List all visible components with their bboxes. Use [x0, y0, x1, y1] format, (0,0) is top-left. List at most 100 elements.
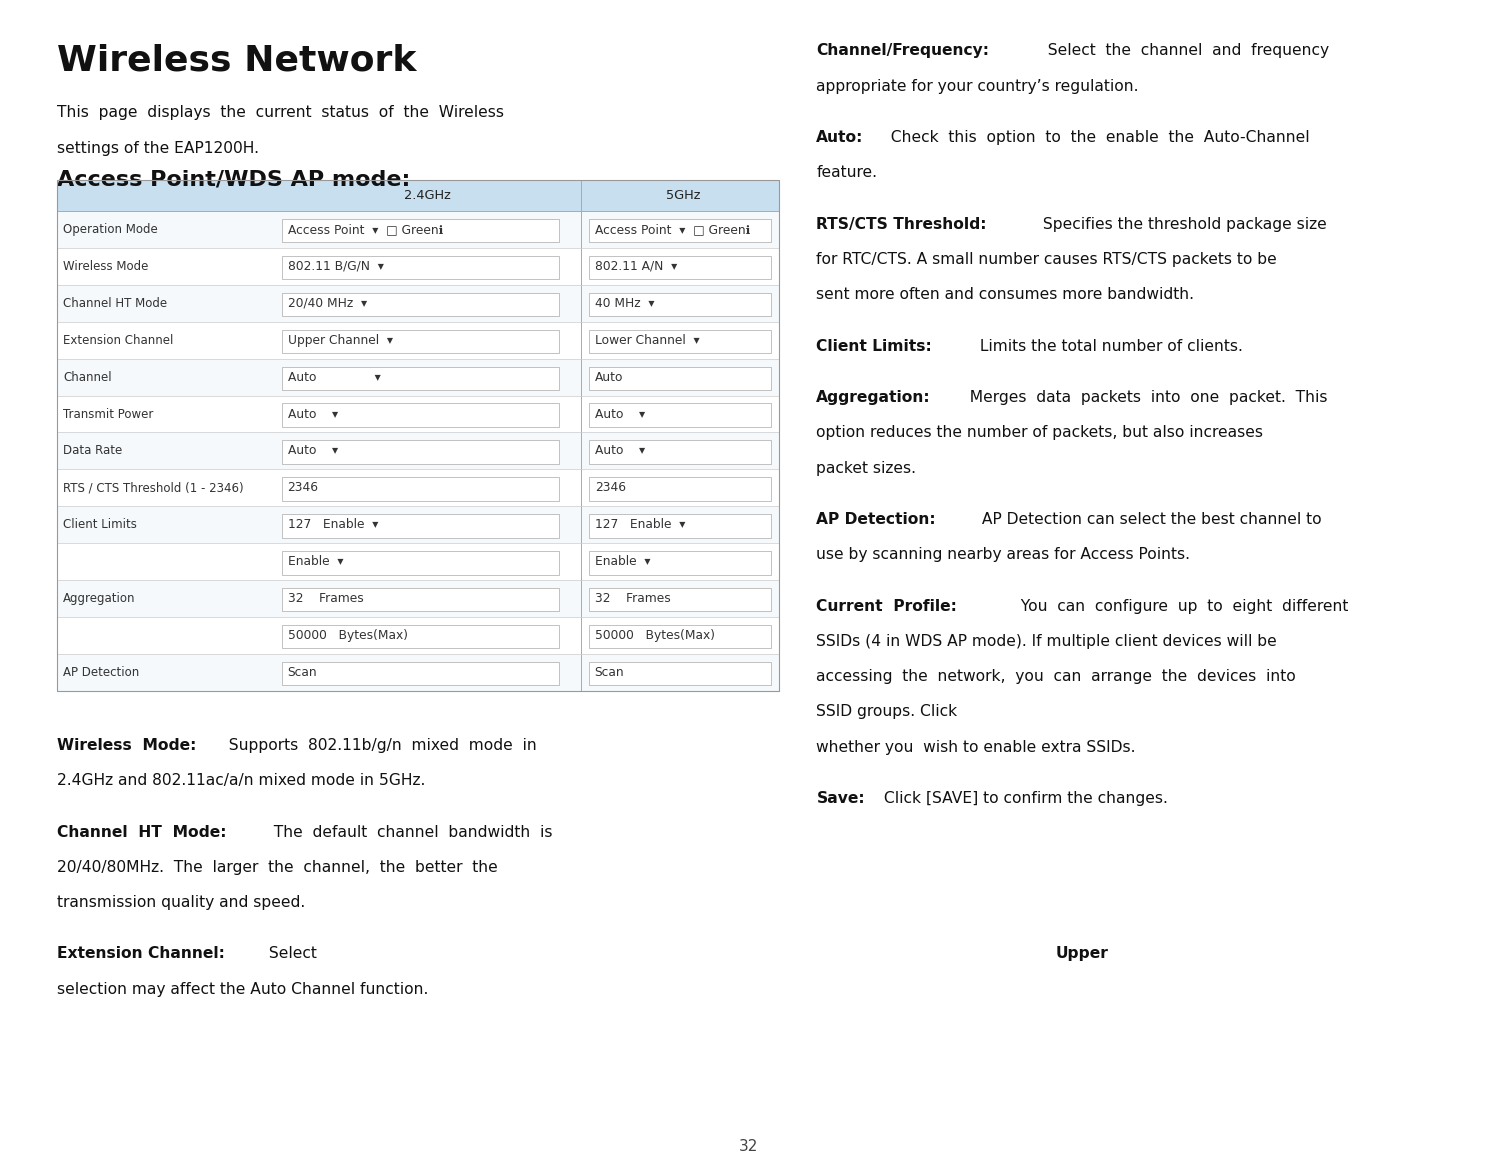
Text: Client Limits:: Client Limits: — [816, 339, 932, 354]
Bar — [57, 432, 779, 469]
Text: option reduces the number of packets, but also increases: option reduces the number of packets, bu… — [816, 425, 1263, 441]
Text: Enable  ▾: Enable ▾ — [288, 556, 343, 568]
Text: whether you  wish to enable extra SSIDs.: whether you wish to enable extra SSIDs. — [816, 740, 1135, 755]
Bar — [589, 293, 771, 316]
Bar — [589, 255, 771, 279]
Text: Wireless Network: Wireless Network — [57, 43, 416, 77]
Text: 50000   Bytes(Max): 50000 Bytes(Max) — [288, 629, 407, 642]
Bar — [57, 580, 779, 618]
Text: Save:: Save: — [816, 791, 864, 806]
Text: Wireless Mode: Wireless Mode — [63, 260, 148, 273]
Text: accessing  the  network,  you  can  arrange  the  devices  into: accessing the network, you can arrange t… — [816, 669, 1296, 684]
Bar — [282, 441, 559, 464]
Text: selection may affect the Auto Channel function.: selection may affect the Auto Channel fu… — [57, 982, 428, 996]
Text: 32    Frames: 32 Frames — [595, 592, 671, 605]
Text: AP Detection:: AP Detection: — [816, 512, 936, 527]
Text: Auto    ▾: Auto ▾ — [288, 408, 337, 421]
Text: Data Rate: Data Rate — [63, 444, 123, 457]
Bar — [57, 470, 779, 506]
Text: Access Point  ▾  □ Greenℹ: Access Point ▾ □ Greenℹ — [288, 223, 443, 236]
Bar — [282, 329, 559, 353]
Text: 5GHz: 5GHz — [667, 189, 700, 203]
Bar — [282, 403, 559, 427]
Bar — [589, 367, 771, 390]
Text: SSID groups. Click: SSID groups. Click — [816, 704, 962, 720]
Text: Auto    ▾: Auto ▾ — [595, 408, 644, 421]
Text: 32    Frames: 32 Frames — [288, 592, 364, 605]
Text: 20/40 MHz  ▾: 20/40 MHz ▾ — [288, 297, 367, 309]
Bar — [589, 551, 771, 574]
Text: Current  Profile:: Current Profile: — [816, 599, 957, 614]
Text: 50000   Bytes(Max): 50000 Bytes(Max) — [595, 629, 715, 642]
Bar — [589, 625, 771, 648]
Text: Specifies the threshold package size: Specifies the threshold package size — [1038, 217, 1327, 232]
Text: Extension Channel: Extension Channel — [63, 334, 174, 347]
Text: Auto:: Auto: — [816, 130, 864, 145]
Text: Click [SAVE] to confirm the changes.: Click [SAVE] to confirm the changes. — [879, 791, 1168, 806]
Text: 127   Enable  ▾: 127 Enable ▾ — [595, 518, 685, 531]
Bar — [57, 395, 779, 432]
Bar — [282, 625, 559, 648]
Text: You  can  configure  up  to  eight  different: You can configure up to eight different — [1011, 599, 1348, 614]
Bar — [589, 329, 771, 353]
Text: AP Detection: AP Detection — [63, 666, 139, 679]
Text: 802.11 B/G/N  ▾: 802.11 B/G/N ▾ — [288, 260, 383, 273]
Text: use by scanning nearby areas for Access Points.: use by scanning nearby areas for Access … — [816, 547, 1191, 563]
Bar — [282, 477, 559, 500]
Text: sent more often and consumes more bandwidth.: sent more often and consumes more bandwi… — [816, 287, 1194, 302]
Bar — [282, 255, 559, 279]
Text: This  page  displays  the  current  status  of  the  Wireless: This page displays the current status of… — [57, 105, 503, 121]
Text: Channel HT Mode: Channel HT Mode — [63, 297, 168, 309]
Text: Auto: Auto — [595, 370, 623, 383]
Text: Channel  HT  Mode:: Channel HT Mode: — [57, 825, 226, 839]
Text: 20/40/80MHz.  The  larger  the  channel,  the  better  the: 20/40/80MHz. The larger the channel, the… — [57, 860, 497, 874]
Text: 2.4GHz and 802.11ac/a/n mixed mode in 5GHz.: 2.4GHz and 802.11ac/a/n mixed mode in 5G… — [57, 774, 425, 788]
Text: Scan: Scan — [288, 666, 318, 679]
Bar — [57, 180, 779, 691]
Text: Select: Select — [264, 947, 322, 961]
Text: Scan: Scan — [595, 666, 625, 679]
Text: Access Point  ▾  □ Greenℹ: Access Point ▾ □ Greenℹ — [595, 223, 750, 236]
Text: Upper Channel  ▾: Upper Channel ▾ — [288, 334, 392, 347]
Text: RTS/CTS Threshold:: RTS/CTS Threshold: — [816, 217, 987, 232]
Text: The  default  channel  bandwidth  is: The default channel bandwidth is — [264, 825, 553, 839]
Text: Enable  ▾: Enable ▾ — [595, 556, 650, 568]
Text: Select  the  channel  and  frequency: Select the channel and frequency — [1038, 43, 1329, 59]
Text: Transmit Power: Transmit Power — [63, 408, 153, 421]
Bar — [589, 515, 771, 538]
Text: Operation Mode: Operation Mode — [63, 223, 157, 236]
Bar — [57, 211, 779, 248]
Text: Supports  802.11b/g/n  mixed  mode  in: Supports 802.11b/g/n mixed mode in — [219, 738, 536, 752]
Bar — [282, 367, 559, 390]
Bar — [589, 219, 771, 243]
Text: Aggregation: Aggregation — [63, 592, 135, 605]
Bar — [282, 293, 559, 316]
Bar — [57, 322, 779, 359]
Bar — [57, 506, 779, 544]
Text: Auto               ▾: Auto ▾ — [288, 370, 380, 383]
Text: Access Point/WDS AP mode:: Access Point/WDS AP mode: — [57, 170, 410, 190]
Text: Check  this  option  to  the  enable  the  Auto-Channel: Check this option to the enable the Auto… — [881, 130, 1309, 145]
Text: packet sizes.: packet sizes. — [816, 461, 917, 476]
Text: Client Limits: Client Limits — [63, 518, 136, 531]
Text: 40 MHz  ▾: 40 MHz ▾ — [595, 297, 655, 309]
Bar — [57, 285, 779, 322]
Bar — [589, 662, 771, 686]
Text: for RTC/CTS. A small number causes RTS/CTS packets to be: for RTC/CTS. A small number causes RTS/C… — [816, 252, 1278, 267]
Bar — [282, 515, 559, 538]
Text: Auto    ▾: Auto ▾ — [595, 444, 644, 457]
Text: 802.11 A/N  ▾: 802.11 A/N ▾ — [595, 260, 677, 273]
Text: Upper: Upper — [1056, 947, 1109, 961]
Bar — [589, 588, 771, 612]
Bar — [589, 477, 771, 500]
Text: 2346: 2346 — [288, 482, 319, 495]
Text: Extension Channel:: Extension Channel: — [57, 947, 225, 961]
Bar — [57, 654, 779, 691]
Text: RTS / CTS Threshold (1 - 2346): RTS / CTS Threshold (1 - 2346) — [63, 482, 244, 495]
Text: Aggregation:: Aggregation: — [816, 390, 932, 406]
Text: 2.4GHz: 2.4GHz — [403, 189, 451, 203]
Text: Limits the total number of clients.: Limits the total number of clients. — [975, 339, 1243, 354]
Text: Lower Channel  ▾: Lower Channel ▾ — [595, 334, 700, 347]
Text: Merges  data  packets  into  one  packet.  This: Merges data packets into one packet. Thi… — [960, 390, 1327, 406]
Text: 32: 32 — [740, 1139, 758, 1153]
